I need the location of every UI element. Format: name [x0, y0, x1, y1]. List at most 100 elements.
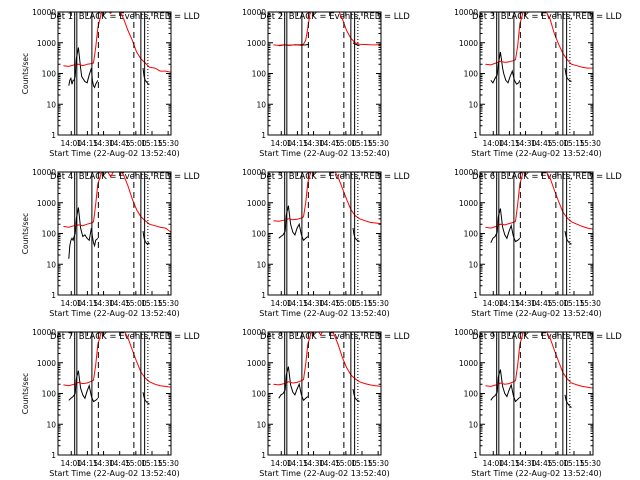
events-series-line [352, 228, 360, 242]
x-tick-label: 15:15 [141, 459, 163, 468]
x-axis-label: Start Time (22-Aug-02 13:52:40) [259, 469, 390, 478]
x-tick-label: 14:00 [270, 459, 292, 468]
plot-area [485, 12, 593, 85]
x-tick-label: 15:00 [547, 299, 569, 308]
events-series-line [68, 370, 99, 403]
plot-area [63, 332, 171, 405]
lld-series-line [63, 12, 171, 73]
x-tick-label: 15:00 [125, 139, 147, 148]
events-series-line [142, 231, 150, 246]
x-tick-label: 14:45 [109, 139, 131, 148]
y-tick-label: 1000 [37, 39, 56, 48]
x-tick-label: 15:30 [367, 139, 389, 148]
x-axis-label: Start Time (22-Aug-02 13:52:40) [471, 309, 602, 318]
x-tick-label: 15:00 [125, 459, 147, 468]
plot-area [63, 12, 171, 89]
y-tick-label: 1 [473, 451, 478, 460]
plot-area [273, 12, 381, 47]
y-tick-label: 100 [464, 230, 479, 239]
x-tick-label: 15:00 [547, 459, 569, 468]
events-series-line [352, 388, 360, 402]
events-series-line [564, 68, 572, 82]
x-tick-label: 15:30 [157, 299, 179, 308]
lld-series-line [63, 172, 171, 233]
x-axis-label: Start Time (22-Aug-02 13:52:40) [471, 149, 602, 158]
panel-title: Det 6: BLACK = Events, RED = LLD [472, 172, 622, 182]
events-series-line [352, 42, 360, 47]
x-tick-label: 15:00 [125, 299, 147, 308]
events-series-line [68, 207, 99, 259]
x-tick-label: 15:15 [563, 139, 585, 148]
x-tick-label: 14:00 [270, 299, 292, 308]
x-tick-label: 15:15 [351, 299, 373, 308]
y-tick-label: 10 [256, 100, 266, 109]
x-tick-label: 15:30 [157, 139, 179, 148]
y-axis-label: Counts/sec [21, 53, 30, 94]
events-series-line [142, 392, 150, 405]
events-series-line [278, 366, 309, 402]
x-tick-label: 15:15 [351, 459, 373, 468]
plot-area [485, 172, 593, 245]
det-5-panel: Det 5: BLACK = Events, RED = LLD 1 10 100 10… [242, 168, 410, 318]
y-tick-label: 10000 [242, 168, 266, 177]
x-axis-label: Start Time (22-Aug-02 13:52:40) [259, 309, 390, 318]
events-series-line [564, 231, 572, 245]
x-tick-label: 14:30 [303, 459, 325, 468]
x-tick-label: 14:45 [531, 459, 553, 468]
panel-title: Det 2: BLACK = Events, RED = LLD [260, 12, 410, 22]
events-series-line [68, 47, 99, 89]
panel-title: Det 1: BLACK = Events, RED = LLD [50, 12, 200, 22]
x-tick-label: 15:30 [157, 459, 179, 468]
plot-area [273, 172, 381, 242]
y-tick-label: 10000 [32, 168, 56, 177]
x-tick-label: 14:45 [109, 459, 131, 468]
x-tick-label: 14:45 [319, 459, 341, 468]
x-tick-label: 14:00 [482, 139, 504, 148]
y-tick-label: 1 [473, 131, 478, 140]
x-tick-label: 14:15 [499, 459, 521, 468]
lld-series-line [273, 332, 381, 387]
x-tick-label: 14:30 [93, 299, 115, 308]
y-tick-label: 100 [252, 390, 267, 399]
y-tick-label: 1 [261, 291, 266, 300]
x-tick-label: 14:30 [93, 459, 115, 468]
y-tick-label: 1 [473, 291, 478, 300]
x-tick-label: 14:30 [303, 139, 325, 148]
panel-title: Det 7: BLACK = Events, RED = LLD [50, 332, 200, 342]
events-series-line [490, 208, 521, 244]
y-axis-label: Counts/sec [21, 213, 30, 254]
events-series-line [490, 369, 521, 403]
x-tick-label: 14:30 [303, 299, 325, 308]
det-8-panel: Det 8: BLACK = Events, RED = LLD11010010… [242, 328, 410, 478]
x-tick-label: 14:15 [287, 139, 309, 148]
y-tick-label: 10000 [454, 328, 478, 337]
det-3-panel: Det 3: BLACK = Events, RED = LLD 1 10 100 10… [454, 8, 622, 158]
y-axis-label: Counts/sec [21, 373, 30, 414]
x-axis-label: Start Time (22-Aug-02 13:52:40) [471, 469, 602, 478]
panel-title: Det 3: BLACK = Events, RED = LLD [472, 12, 622, 22]
y-tick-label: 1000 [459, 39, 478, 48]
y-tick-label: 100 [252, 230, 267, 239]
x-tick-label: 14:00 [482, 299, 504, 308]
det-4-panel: Det 4: BLACK = Events, RED = LLD 1 10 100 10… [21, 168, 200, 318]
plot-area [485, 332, 593, 408]
x-tick-label: 15:30 [579, 459, 601, 468]
x-axis-label: Start Time (22-Aug-02 13:52:40) [49, 469, 180, 478]
x-tick-label: 14:15 [77, 459, 99, 468]
lld-series-line [273, 12, 381, 46]
lld-series-line [485, 172, 593, 230]
y-tick-label: 1000 [37, 359, 56, 368]
y-tick-label: 100 [42, 230, 57, 239]
y-tick-label: 1 [51, 131, 56, 140]
y-tick-label: 10000 [242, 8, 266, 17]
lld-series-line [63, 332, 171, 388]
y-tick-label: 100 [464, 390, 479, 399]
y-tick-label: 1 [261, 131, 266, 140]
y-tick-label: 100 [42, 70, 57, 79]
x-tick-label: 14:45 [319, 299, 341, 308]
y-tick-label: 1000 [459, 359, 478, 368]
det-6-panel: Det 6: BLACK = Events, RED = LLD 1 10 100 10… [454, 168, 622, 318]
plot-area [273, 332, 381, 402]
x-tick-label: 14:15 [77, 139, 99, 148]
x-tick-label: 15:15 [141, 299, 163, 308]
